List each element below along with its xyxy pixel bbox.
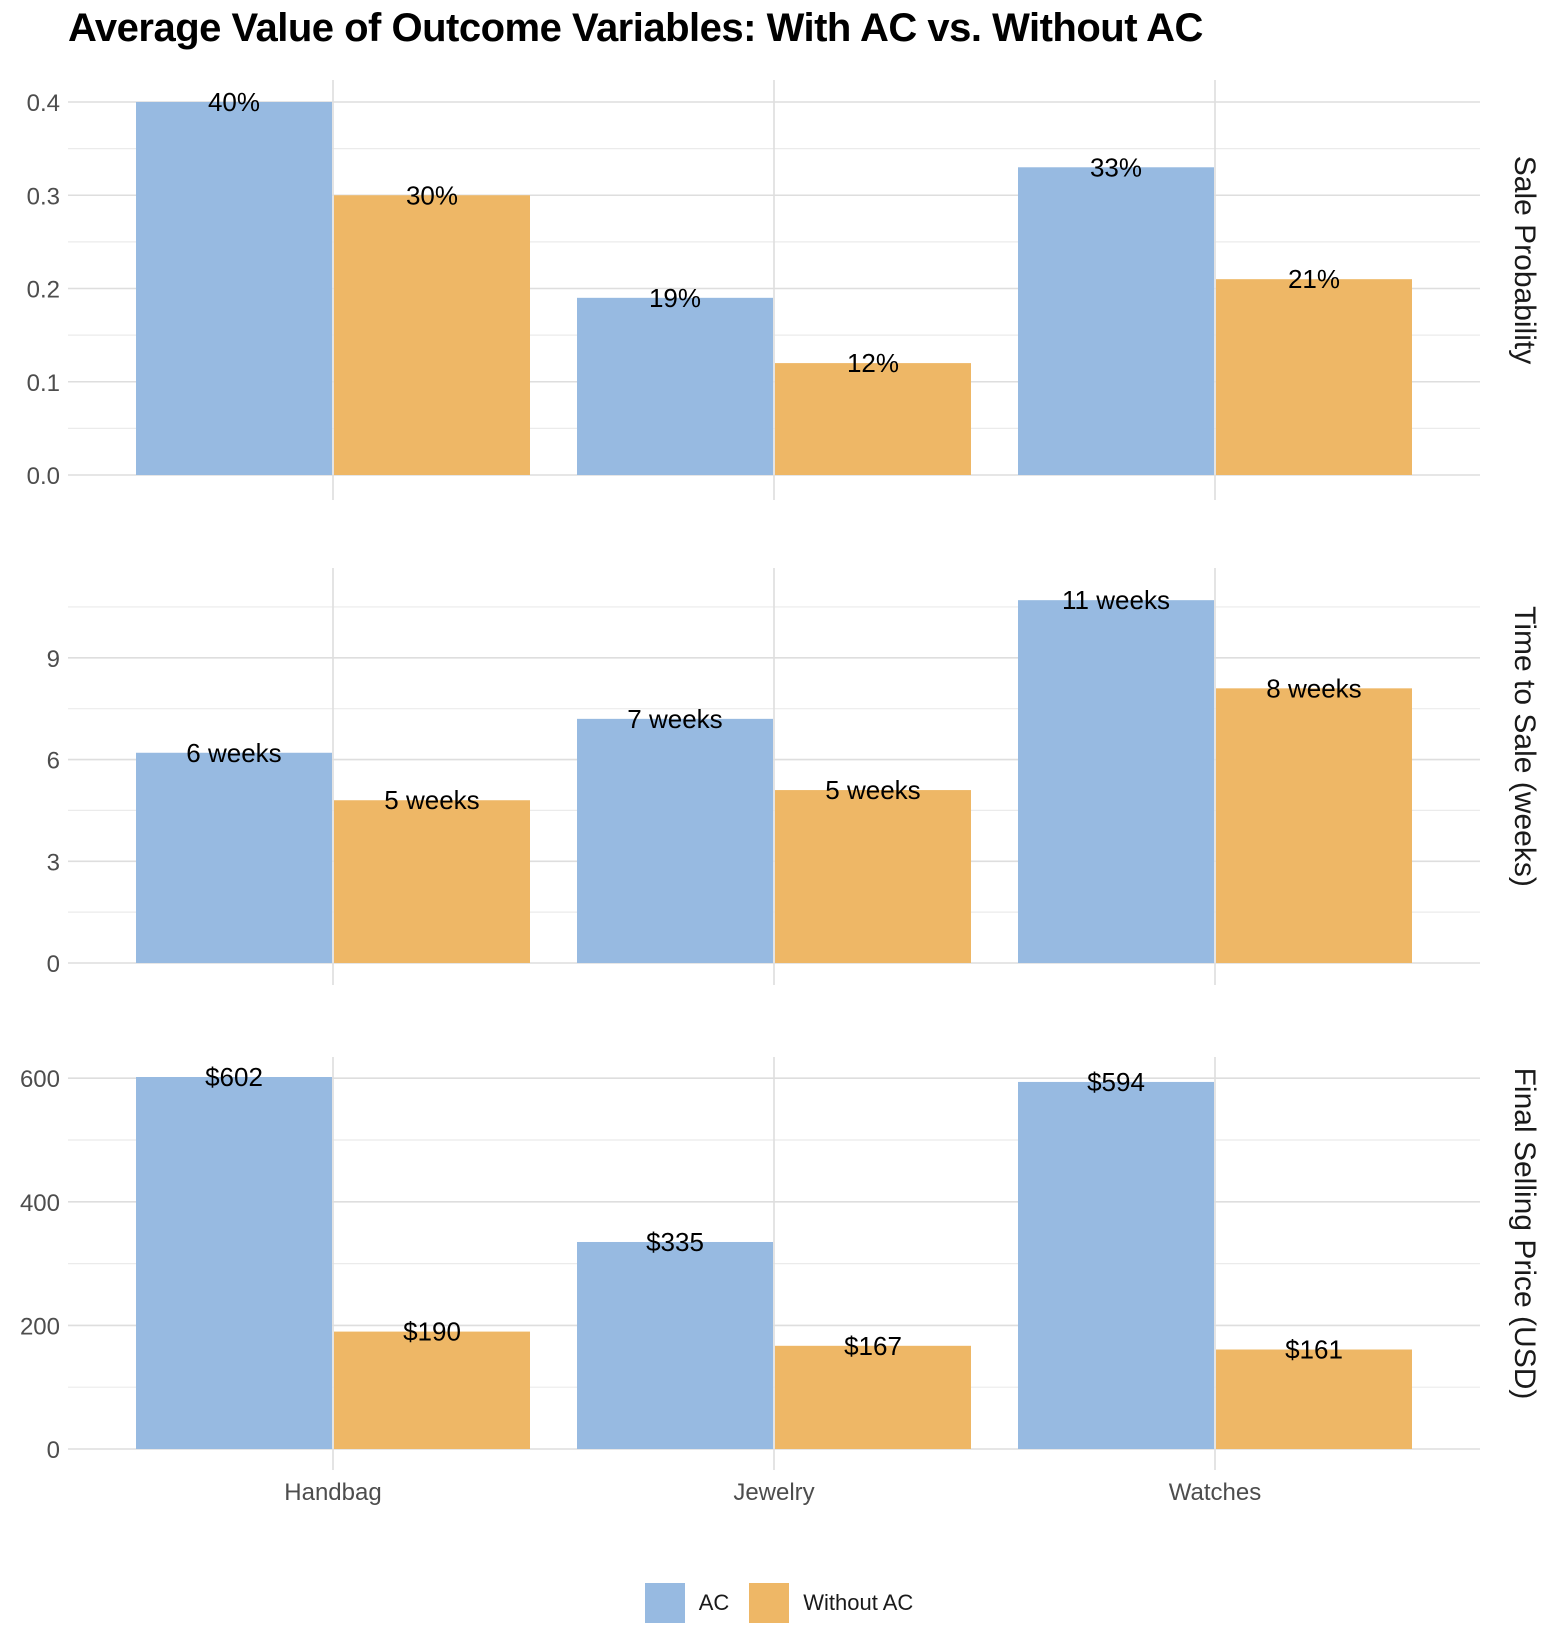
bar-time-to-sale-weeks-ac-handbag <box>136 752 332 963</box>
y-tick-label: 0 <box>47 951 60 978</box>
bar-sale-probability-ac-handbag <box>136 102 332 475</box>
y-tick-label: 200 <box>20 1313 60 1340</box>
legend-key-ac <box>644 1583 685 1623</box>
bar-sale-probability-ac-watches <box>1018 167 1214 475</box>
data-label: 33% <box>1090 152 1142 182</box>
bar-sale-probability-without-ac-watches <box>1216 279 1412 475</box>
data-label: 12% <box>847 348 899 378</box>
data-label: 5 weeks <box>825 775 920 805</box>
y-tick-label: 6 <box>47 748 60 775</box>
bar-time-to-sale-weeks-ac-jewelry <box>577 718 773 963</box>
data-label: 5 weeks <box>384 785 479 815</box>
bar-final-selling-price-usd-without-ac-watches <box>1216 1349 1412 1449</box>
y-tick-label: 400 <box>20 1190 60 1217</box>
data-label: $602 <box>205 1062 263 1092</box>
bar-final-selling-price-usd-ac-jewelry <box>577 1241 773 1449</box>
strip-label-time-to-sale-weeks: Time to Sale (weeks) <box>1508 606 1541 887</box>
data-label: 21% <box>1288 264 1340 294</box>
chart-title: Average Value of Outcome Variables: With… <box>68 6 1203 50</box>
data-label: 40% <box>208 87 260 117</box>
data-label: $161 <box>1285 1335 1343 1365</box>
chart-svg: 40% 19% 33% 30% 12% 21% 0.0 0.1 0.2 0.3 0.4 Sale Pr… <box>20 80 1541 1506</box>
y-tick-label: 9 <box>47 646 60 673</box>
legend-label-ac: AC <box>698 1590 730 1615</box>
legend-key-without-ac <box>749 1583 790 1623</box>
data-label: $190 <box>403 1317 461 1347</box>
legend-item-ac: AC <box>644 1583 730 1623</box>
legend-label-without-ac: Without AC <box>803 1590 914 1615</box>
y-tick-label: 0.4 <box>27 90 60 117</box>
bar-time-to-sale-weeks-without-ac-handbag <box>334 800 530 963</box>
data-label: $335 <box>646 1227 704 1257</box>
bar-final-selling-price-usd-without-ac-jewelry <box>775 1345 971 1449</box>
x-tick-label-jewelry: Jewelry <box>733 1479 814 1506</box>
y-tick-label: 0.0 <box>27 463 60 490</box>
bar-final-selling-price-usd-ac-handbag <box>136 1077 332 1449</box>
bar-final-selling-price-usd-ac-watches <box>1018 1081 1214 1449</box>
x-tick-label-watches: Watches <box>1169 1479 1261 1506</box>
y-tick-label: 0.1 <box>27 370 60 397</box>
bar-sale-probability-ac-jewelry <box>577 297 773 475</box>
bar-time-to-sale-weeks-without-ac-jewelry <box>775 790 971 963</box>
legend: AC Without AC <box>0 1583 1558 1623</box>
data-label: 8 weeks <box>1266 673 1361 703</box>
strip-label-sale-probability: Sale Probability <box>1508 156 1541 364</box>
x-tick-label-handbag: Handbag <box>284 1479 381 1506</box>
y-tick-label: 0.3 <box>27 183 60 210</box>
bar-time-to-sale-weeks-ac-watches <box>1018 600 1214 963</box>
bar-sale-probability-without-ac-jewelry <box>775 363 971 475</box>
data-label: 7 weeks <box>627 704 722 734</box>
strip-label-final-selling-price-usd: Final Selling Price (USD) <box>1508 1068 1541 1400</box>
y-tick-label: 0 <box>47 1437 60 1464</box>
data-label: 19% <box>649 283 701 313</box>
bar-final-selling-price-usd-without-ac-handbag <box>334 1331 530 1449</box>
data-label: 6 weeks <box>186 738 281 768</box>
y-tick-label: 0.2 <box>27 277 60 304</box>
bar-time-to-sale-weeks-without-ac-watches <box>1216 688 1412 963</box>
y-tick-label: 3 <box>47 849 60 876</box>
y-tick-label: 600 <box>20 1066 60 1093</box>
data-label: $167 <box>844 1331 902 1361</box>
legend-item-without-ac: Without AC <box>749 1583 913 1623</box>
data-label: 30% <box>406 180 458 210</box>
data-label: 11 weeks <box>1062 585 1170 615</box>
data-label: $594 <box>1087 1067 1145 1097</box>
bar-sale-probability-without-ac-handbag <box>334 195 530 475</box>
